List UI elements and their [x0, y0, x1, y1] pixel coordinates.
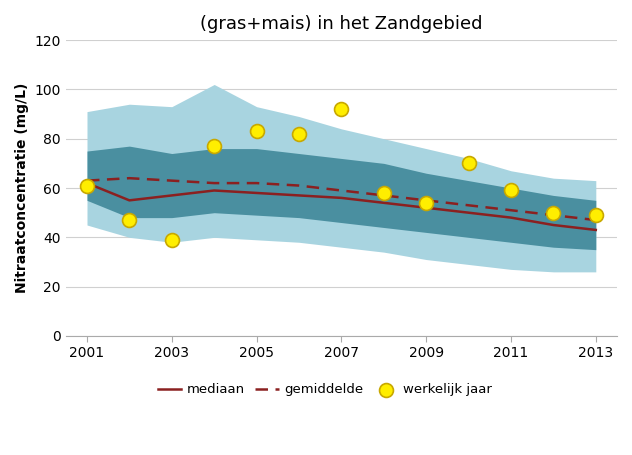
mediaan — [592, 227, 600, 233]
Title: (gras+mais) in het Zandgebied: (gras+mais) in het Zandgebied — [200, 15, 483, 33]
Line: mediaan: mediaan — [87, 183, 596, 230]
werkelijk jaar — [549, 209, 559, 216]
gemiddelde — [168, 178, 176, 183]
werkelijk jaar — [506, 187, 516, 194]
gemiddelde — [337, 188, 345, 193]
werkelijk jaar — [125, 217, 135, 224]
mediaan — [422, 205, 430, 211]
mediaan — [83, 180, 91, 186]
werkelijk jaar — [379, 189, 389, 197]
gemiddelde — [592, 217, 600, 223]
werkelijk jaar — [591, 212, 601, 219]
mediaan — [126, 197, 133, 203]
mediaan — [253, 190, 260, 196]
gemiddelde — [295, 183, 303, 188]
mediaan — [465, 210, 472, 215]
mediaan — [295, 193, 303, 198]
werkelijk jaar — [82, 182, 92, 189]
Y-axis label: Nitraatconcentratie (mg/L): Nitraatconcentratie (mg/L) — [15, 83, 29, 293]
Legend: mediaan, gemiddelde, werkelijk jaar: mediaan, gemiddelde, werkelijk jaar — [152, 378, 497, 402]
mediaan — [507, 215, 515, 220]
werkelijk jaar — [294, 130, 304, 137]
mediaan — [337, 195, 345, 201]
werkelijk jaar — [167, 236, 177, 243]
werkelijk jaar — [463, 160, 473, 167]
Line: gemiddelde: gemiddelde — [87, 178, 596, 220]
gemiddelde — [422, 197, 430, 203]
werkelijk jaar — [209, 142, 219, 150]
mediaan — [168, 193, 176, 198]
mediaan — [210, 188, 218, 193]
gemiddelde — [83, 178, 91, 183]
gemiddelde — [380, 193, 387, 198]
gemiddelde — [253, 180, 260, 186]
gemiddelde — [465, 202, 472, 208]
werkelijk jaar — [336, 106, 346, 113]
mediaan — [550, 222, 557, 228]
werkelijk jaar — [252, 128, 262, 135]
gemiddelde — [210, 180, 218, 186]
werkelijk jaar — [421, 199, 431, 207]
gemiddelde — [550, 212, 557, 218]
mediaan — [380, 200, 387, 206]
gemiddelde — [126, 176, 133, 181]
gemiddelde — [507, 207, 515, 213]
